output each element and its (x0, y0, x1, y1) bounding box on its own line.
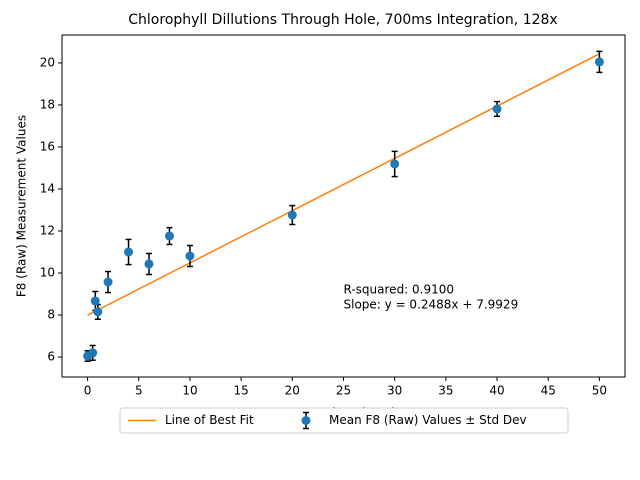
data-point (185, 251, 195, 261)
x-tick-label: 5 (135, 384, 143, 398)
x-tick-label: 40 (489, 384, 504, 398)
x-tick-label: 45 (541, 384, 556, 398)
fit-line (87, 53, 600, 316)
data-point (103, 277, 113, 287)
y-tick-label: 6 (47, 350, 55, 364)
x-tick-label: 30 (387, 384, 402, 398)
plot-frame (61, 34, 626, 378)
legend-label: Mean F8 (Raw) Values ± Std Dev (329, 413, 527, 427)
y-axis-label: F8 (Raw) Measurement Values (15, 115, 29, 297)
y-tick-label: 20 (40, 55, 55, 69)
y-tick-label: 12 (40, 223, 55, 237)
data-point (594, 57, 604, 67)
data-point (124, 247, 134, 257)
chart-title: Chlorophyll Dillutions Through Hole, 700… (128, 12, 557, 28)
data-point (144, 259, 154, 269)
legend-swatch (301, 416, 311, 425)
y-tick-label: 18 (40, 97, 55, 111)
x-tick-label: 10 (182, 384, 197, 398)
x-tick-label: 20 (285, 384, 300, 398)
data-point (88, 348, 98, 358)
data-point (390, 159, 400, 169)
x-tick-label: 50 (592, 384, 607, 398)
data-point (93, 307, 103, 317)
annotation: R-squared: 0.9100 (344, 282, 455, 296)
y-tick-label: 8 (47, 308, 55, 322)
data-point (90, 296, 100, 306)
data-point (164, 231, 174, 241)
x-tick-label: 15 (233, 384, 248, 398)
x-tick-label: 35 (438, 384, 453, 398)
data-point (492, 104, 502, 114)
legend-box (119, 407, 569, 434)
annotation: Slope: y = 0.2488x + 7.9929 (344, 297, 519, 311)
data-point (287, 210, 297, 220)
y-tick-label: 10 (40, 266, 55, 280)
x-tick-label: 25 (336, 384, 351, 398)
y-tick-label: 14 (40, 181, 55, 195)
x-tick-label: 0 (84, 384, 92, 398)
legend-label: Line of Best Fit (165, 413, 254, 427)
y-tick-label: 16 (40, 139, 55, 153)
